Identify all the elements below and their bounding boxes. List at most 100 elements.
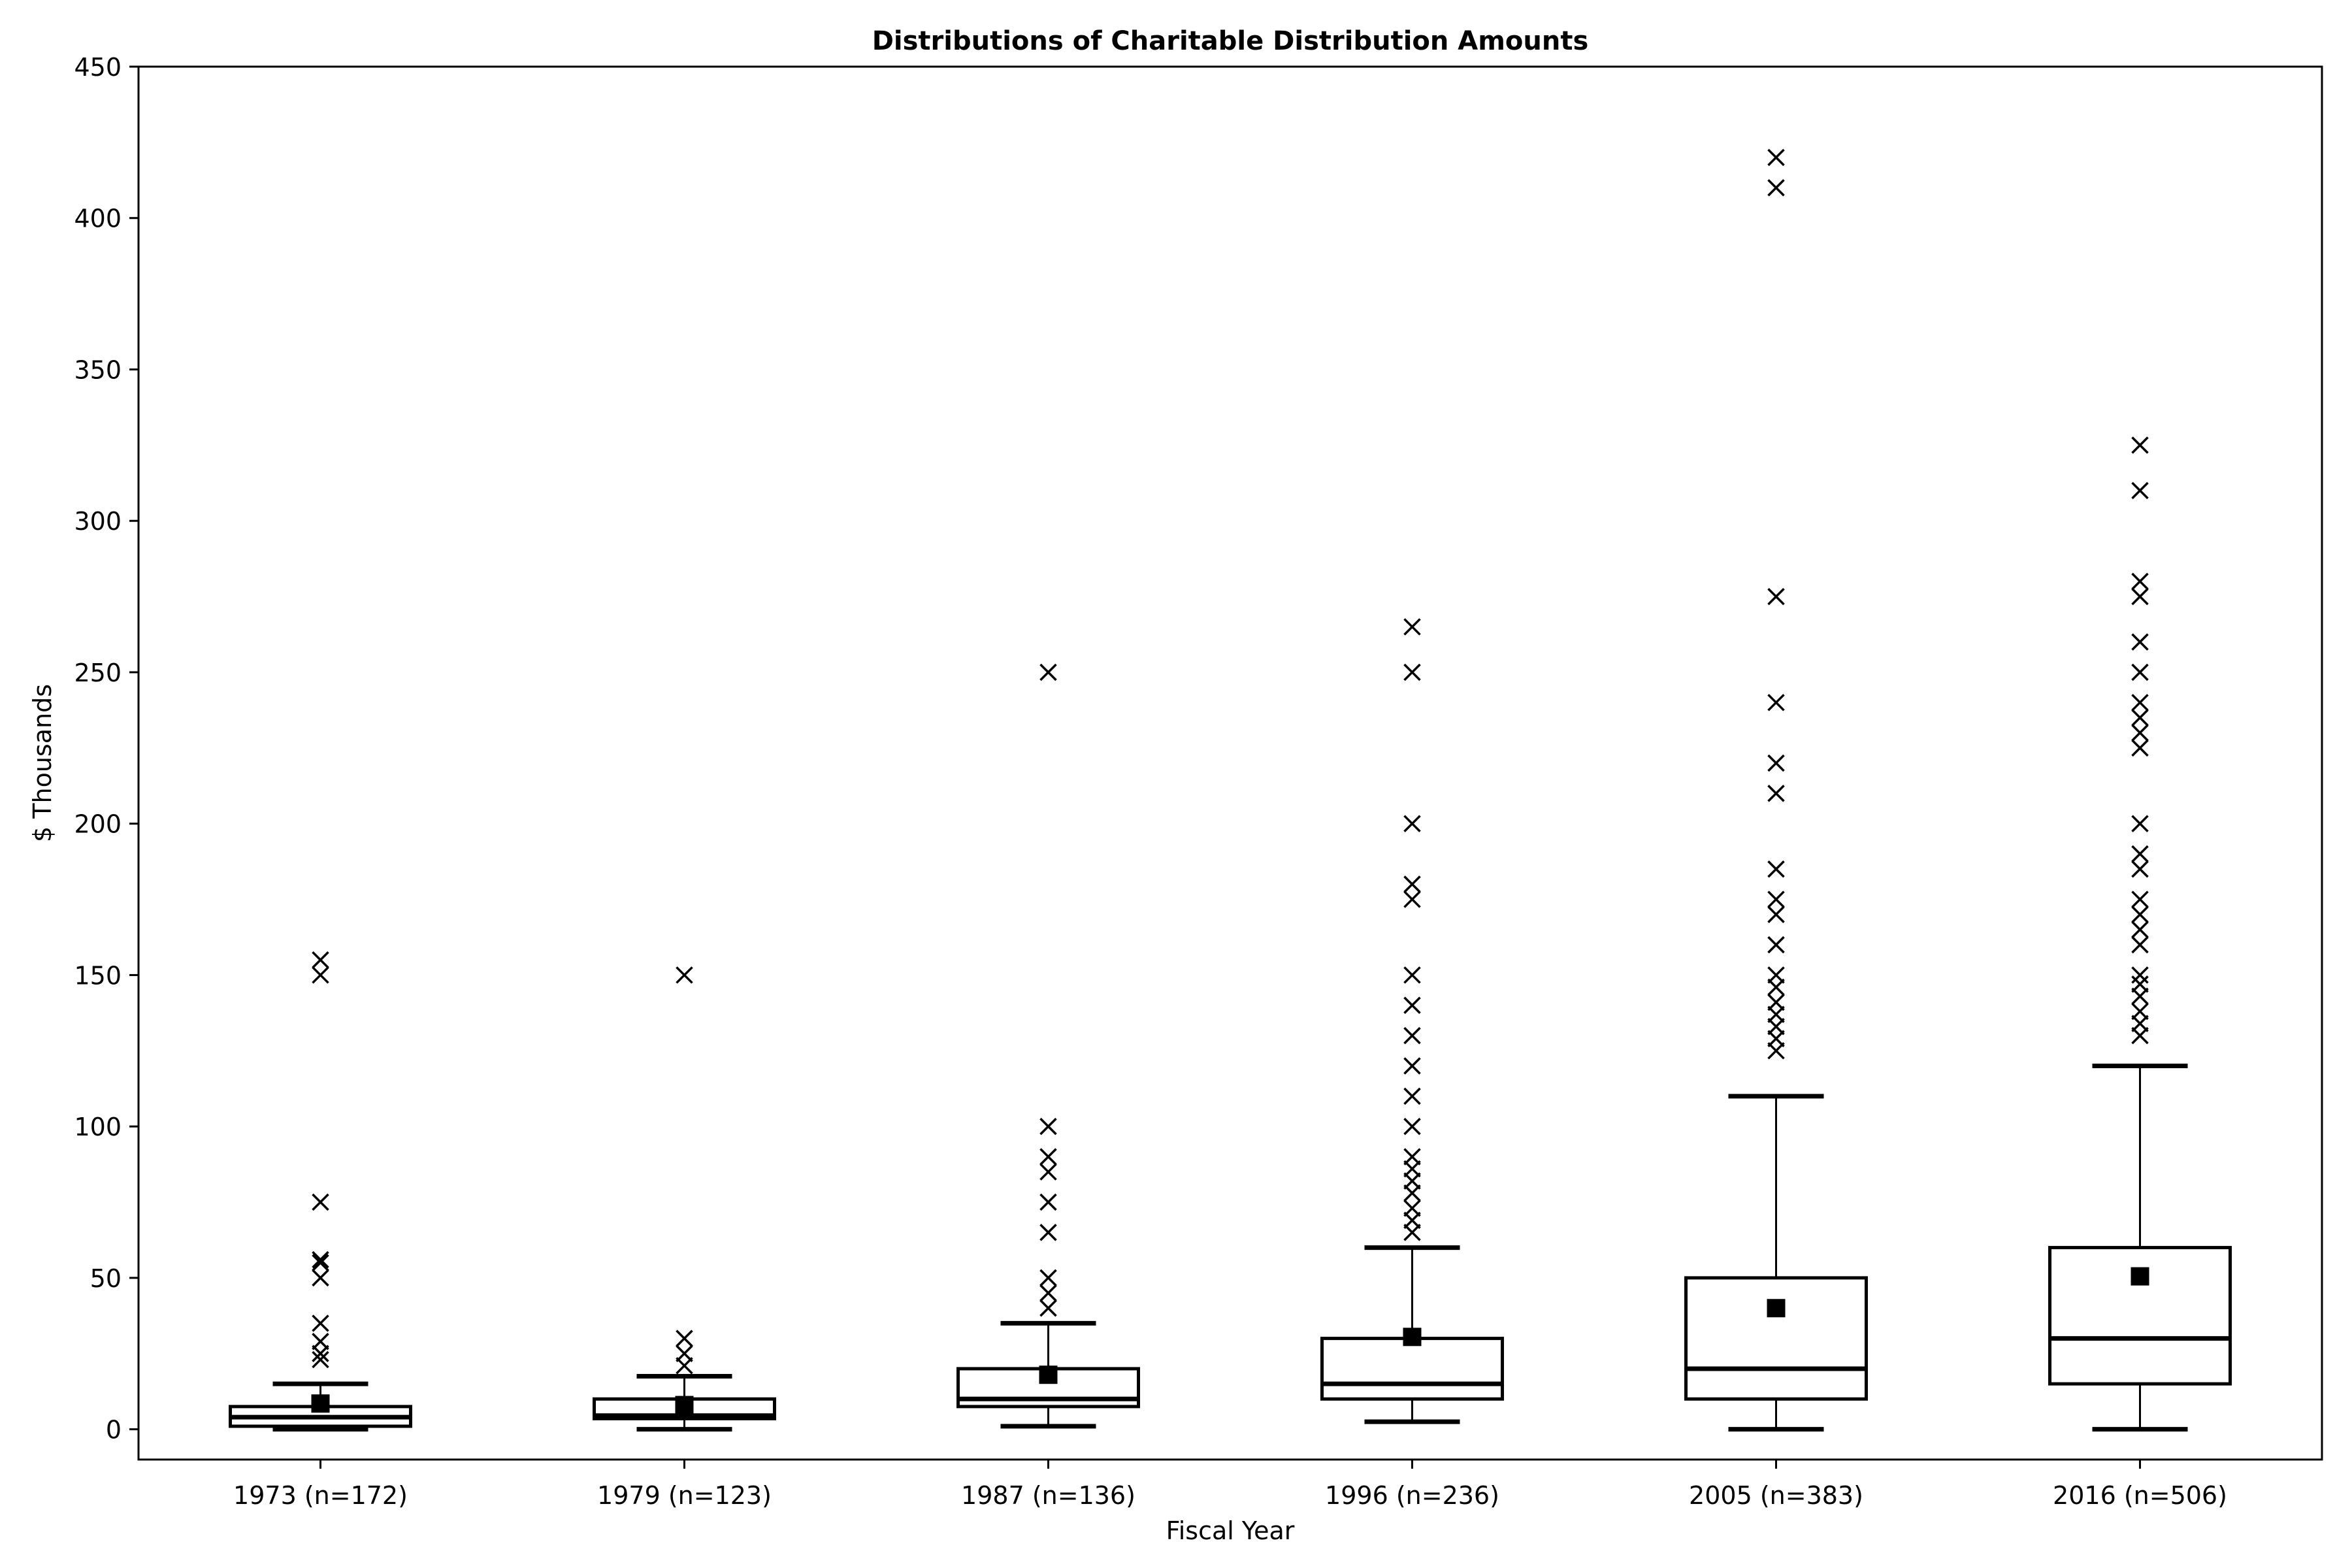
outlier-marker xyxy=(1403,996,1421,1015)
outlier-marker xyxy=(1767,148,1785,167)
x-tick-label: 2005 (n=383) xyxy=(1689,1481,1863,1510)
outlier-marker xyxy=(1403,1200,1421,1217)
outlier-marker xyxy=(1767,906,1785,923)
outlier-marker xyxy=(1403,1224,1421,1241)
outlier-marker xyxy=(2131,936,2149,954)
outlier-marker xyxy=(1039,663,1057,681)
outlier-marker xyxy=(312,966,329,984)
outlier-marker xyxy=(676,1345,693,1363)
y-tick-label: 350 xyxy=(74,355,122,384)
outlier-marker xyxy=(1403,1148,1421,1166)
outlier-marker xyxy=(1767,694,1785,711)
outlier-marker xyxy=(2131,1026,2149,1045)
outlier-marker xyxy=(1403,890,1421,908)
y-tick-label: 200 xyxy=(74,810,122,839)
y-tick-label: 150 xyxy=(74,961,122,990)
x-tick-label: 1996 (n=236) xyxy=(1325,1481,1499,1510)
outlier-marker xyxy=(1039,1284,1057,1302)
outlier-marker xyxy=(2131,436,2149,454)
outlier-marker xyxy=(1039,1163,1057,1181)
outlier-marker xyxy=(2131,921,2149,939)
outlier-marker xyxy=(1403,618,1421,636)
outlier-marker xyxy=(2131,709,2149,727)
outlier-marker xyxy=(1767,179,1785,197)
outlier-marker xyxy=(2131,739,2149,757)
outlier-marker xyxy=(1767,936,1785,954)
mean-marker xyxy=(675,1396,694,1414)
outlier-marker xyxy=(1403,1087,1421,1105)
outlier-marker xyxy=(2131,845,2149,863)
outlier-marker xyxy=(1403,1160,1421,1178)
y-tick-label: 400 xyxy=(74,204,122,233)
outlier-marker xyxy=(1403,815,1421,832)
outlier-marker xyxy=(1403,1172,1421,1190)
outlier-marker xyxy=(1767,993,1785,1011)
outlier-marker xyxy=(1767,587,1785,606)
outlier-marker xyxy=(1403,875,1421,893)
outlier-marker xyxy=(1767,1005,1785,1023)
outlier-marker xyxy=(312,951,329,969)
iqr-box xyxy=(1320,1337,1504,1401)
plot-area: 0 50 100 150 200 250 300 350 400 450 1973 (n=172) 1… xyxy=(74,53,2232,1510)
outlier-marker xyxy=(1039,1224,1057,1241)
outlier-marker xyxy=(1767,1042,1785,1060)
outlier-marker xyxy=(312,1333,329,1350)
outlier-marker xyxy=(1403,1117,1421,1135)
outlier-marker xyxy=(2131,633,2149,651)
mean-marker xyxy=(1039,1365,1058,1384)
outlier-marker xyxy=(2131,572,2149,591)
outlier-marker xyxy=(1039,1269,1057,1287)
outlier-marker xyxy=(2131,587,2149,606)
outlier-marker xyxy=(2131,724,2149,742)
outlier-marker xyxy=(2131,1015,2149,1032)
outlier-marker xyxy=(312,1250,329,1269)
outlier-marker xyxy=(312,1269,329,1287)
x-tick-label: 1987 (n=136) xyxy=(961,1481,1135,1510)
outlier-marker xyxy=(1039,1193,1057,1211)
outlier-marker xyxy=(312,1345,329,1363)
outlier-marker xyxy=(1403,1057,1421,1075)
outlier-marker xyxy=(1039,1299,1057,1317)
mean-marker xyxy=(2131,1267,2149,1286)
outlier-marker xyxy=(312,1254,329,1271)
outlier-marker xyxy=(1767,966,1785,984)
outlier-marker xyxy=(2131,663,2149,681)
y-tick-label: 50 xyxy=(90,1264,122,1293)
mean-marker xyxy=(1403,1328,1422,1347)
outlier-marker xyxy=(1403,1184,1421,1202)
outlier-marker xyxy=(2131,906,2149,923)
outlier-marker xyxy=(1403,663,1421,681)
outlier-marker xyxy=(1039,1117,1057,1135)
plot-frame xyxy=(137,65,2323,1461)
outlier-marker xyxy=(312,1315,329,1332)
outlier-marker xyxy=(676,966,693,984)
outlier-marker xyxy=(676,1357,693,1375)
outlier-marker xyxy=(1767,860,1785,878)
outlier-marker xyxy=(1767,978,1785,996)
outlier-marker xyxy=(1767,754,1785,772)
x-tick-label: 1973 (n=172) xyxy=(233,1481,408,1510)
outlier-marker xyxy=(1767,785,1785,802)
y-tick-label: 0 xyxy=(106,1416,122,1445)
outlier-marker xyxy=(2131,1002,2149,1021)
outlier-marker xyxy=(676,1330,693,1347)
y-tick-label: 250 xyxy=(74,659,122,687)
y-tick-label: 450 xyxy=(74,53,122,82)
outlier-marker xyxy=(2131,860,2149,878)
outlier-marker xyxy=(1403,966,1421,984)
outlier-marker xyxy=(1039,1148,1057,1166)
outlier-marker xyxy=(1403,1211,1421,1230)
outlier-marker xyxy=(2131,966,2149,984)
outlier-marker xyxy=(1767,890,1785,908)
outlier-marker xyxy=(312,1193,329,1211)
outlier-marker xyxy=(312,1350,329,1369)
outlier-marker xyxy=(1767,1030,1785,1048)
outlier-marker xyxy=(2131,987,2149,1005)
iqr-box xyxy=(1684,1276,1868,1401)
y-axis-label: $ Thousands xyxy=(28,684,57,842)
y-tick-label: 100 xyxy=(74,1113,122,1141)
outlier-marker xyxy=(1767,1017,1785,1036)
outlier-marker xyxy=(2131,694,2149,711)
